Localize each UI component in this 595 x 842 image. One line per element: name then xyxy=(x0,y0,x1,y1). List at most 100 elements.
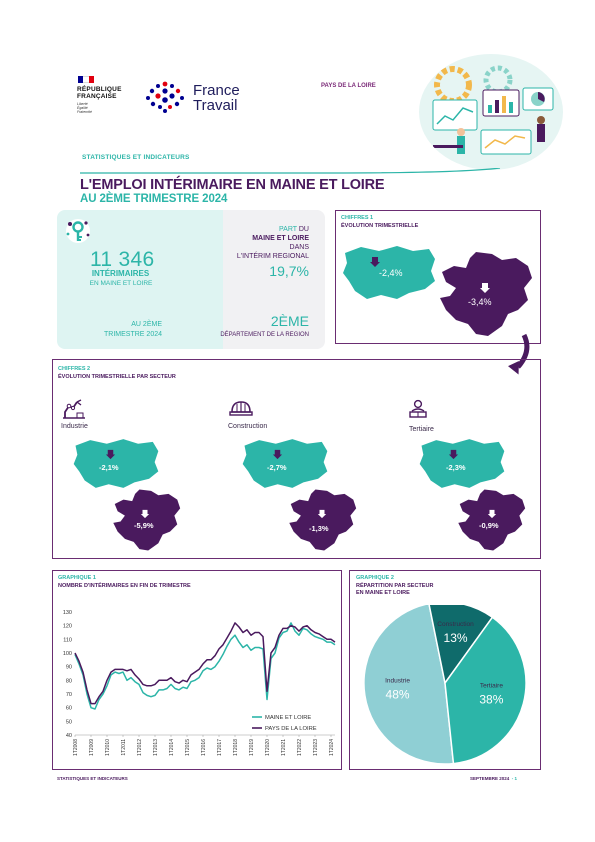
x-tick-label: 1T2018 xyxy=(233,739,239,756)
x-tick-label: 1T2023 xyxy=(313,739,319,756)
sector-name-construction: Construction xyxy=(228,423,268,430)
x-tick-label: 1T2020 xyxy=(265,739,271,756)
y-tick-label: 90 xyxy=(66,665,72,671)
regional-share-value: 19,7% xyxy=(269,263,309,279)
series-line-1 xyxy=(74,622,336,710)
pie-slice-construction xyxy=(428,605,494,685)
sector-name-industrie: Industrie xyxy=(61,423,88,430)
down-arrow-icon xyxy=(448,449,459,460)
pie-category-label: Tertiaire xyxy=(480,682,504,689)
series-line-2 xyxy=(74,622,336,705)
section-label: STATISTIQUES ET INDICATEURS xyxy=(82,154,190,161)
chiffres2-box xyxy=(52,359,541,559)
y-tick-label: 40 xyxy=(66,733,72,739)
page-subtitle: AU 2ÈME TRIMESTRE 2024 xyxy=(80,193,228,205)
construction-dept-map xyxy=(242,439,328,488)
analytics-illustration-icon xyxy=(419,54,563,170)
legend-label: MAINE ET LOIRE xyxy=(265,715,311,721)
office-worker-icon xyxy=(409,399,427,418)
y-tick-label: 110 xyxy=(63,637,72,643)
department-rank-value: 2ÈME xyxy=(270,313,309,329)
x-tick-label: 1T2024 xyxy=(329,739,335,756)
y-tick-label: 130 xyxy=(63,610,72,616)
pie-slice-tertiaire xyxy=(444,616,527,765)
graphique1-subtitle: NOMBRE D'INTÉRIMAIRES EN FIN DE TRIMESTR… xyxy=(58,583,191,589)
x-tick-label: 1T2016 xyxy=(201,739,207,756)
line-chart: 40 50 60 70 80 90 100 110 120 130 1T2008 1T2009 1T20… xyxy=(63,610,336,756)
construction-dept-value: -2,7% xyxy=(267,463,287,472)
pays-de-la-loire-map xyxy=(440,252,532,336)
region-label: PAYS DE LA LOIRE xyxy=(321,83,376,89)
pie-slice-industrie xyxy=(363,605,455,765)
footer-date: SEPTEMBRE 2024 - 1 xyxy=(470,776,518,781)
region-evolution-value: -3,4% xyxy=(468,297,492,307)
x-tick-label: 1T2022 xyxy=(297,739,303,756)
hard-hat-icon xyxy=(229,401,253,416)
france-travail-wordmark: France Travail xyxy=(193,82,240,114)
x-tick-label: 1T2010 xyxy=(105,739,111,756)
chiffres1-label: CHIFFRES 1 xyxy=(341,215,374,221)
graphique2-box xyxy=(349,570,541,770)
down-arrow-icon xyxy=(487,509,497,519)
graphique1-box xyxy=(52,570,342,770)
regional-share-label: PART DU MAINE ET LOIRE DANS L'INTÉRIM RE… xyxy=(236,226,309,260)
industrie-dept-map xyxy=(73,439,159,488)
curved-arrow-icon xyxy=(508,333,530,375)
y-tick-label: 70 xyxy=(66,692,72,698)
down-arrow-icon xyxy=(480,283,490,293)
quarter-label: AU 2ÈME TRIMESTRE 2024 xyxy=(104,321,162,338)
chiffres1-box xyxy=(335,210,541,344)
chiffres2-subtitle: ÉVOLUTION TRIMESTRIELLE PAR SECTEUR xyxy=(58,374,176,380)
graphique2-subtitle: RÉPARTITION PAR SECTEUR EN MAINE ET LOIR… xyxy=(356,583,434,596)
key-icon xyxy=(66,219,90,243)
x-tick-label: 1T2017 xyxy=(217,739,223,756)
pie-value-label: 38% xyxy=(479,692,503,706)
pie-value-label: 48% xyxy=(386,687,410,701)
dept-evolution-value: -2,4% xyxy=(379,268,403,278)
legend-label: PAYS DE LA LOIRE xyxy=(265,726,317,732)
x-tick-label: 1T2015 xyxy=(185,739,191,756)
tertiaire-region-value: -0,9% xyxy=(479,521,499,530)
x-tick-label: 1T2021 xyxy=(281,739,287,756)
y-tick-label: 120 xyxy=(63,624,72,630)
graphique2-label: GRAPHIQUE 2 xyxy=(356,575,394,581)
tertiaire-dept-map xyxy=(419,439,505,488)
down-arrow-icon xyxy=(105,449,116,460)
x-tick-label: 1T2014 xyxy=(169,739,175,756)
chiffres2-label: CHIFFRES 2 xyxy=(58,366,91,372)
pie-category-label: Industrie xyxy=(385,677,410,684)
tertiaire-region-map xyxy=(458,489,526,551)
maine-et-loire-map xyxy=(343,246,435,299)
x-tick-label: 1T2008 xyxy=(73,739,79,756)
republique-flag-icon xyxy=(78,76,94,83)
temp-workers-scope: EN MAINE ET LOIRE xyxy=(89,280,153,287)
temp-workers-count: 11 346 xyxy=(90,248,155,271)
down-arrow-icon xyxy=(317,509,327,519)
y-tick-label: 80 xyxy=(66,678,72,684)
construction-region-map xyxy=(289,489,357,551)
footer-section-label: STATISTIQUES ET INDICATEURS xyxy=(57,776,128,781)
construction-region-value: -1,3% xyxy=(309,524,329,533)
x-tick-label: 1T2009 xyxy=(89,739,95,756)
x-tick-label: 1T2011 xyxy=(121,739,127,756)
factory-robot-icon xyxy=(63,399,85,419)
down-arrow-icon xyxy=(370,257,380,267)
pie-value-label: 13% xyxy=(444,631,468,645)
republic-motto: Liberté Égalité Fraternité xyxy=(77,102,92,114)
temp-workers-label: INTÉRIMAIRES xyxy=(91,269,150,278)
pie-category-label: Construction xyxy=(437,621,474,628)
x-tick-label: 1T2013 xyxy=(153,739,159,756)
industrie-dept-value: -2,1% xyxy=(99,463,119,472)
pie-chart: Industrie 48% Construction 13% Tertiaire 38% xyxy=(363,605,527,765)
y-tick-label: 50 xyxy=(66,719,72,725)
x-tick-label: 1T2019 xyxy=(249,739,255,756)
france-travail-logo-icon xyxy=(146,81,184,113)
down-arrow-icon xyxy=(140,509,150,519)
republic-name: RÉPUBLIQUE FRANÇAISE xyxy=(77,86,122,100)
tertiaire-dept-value: -2,3% xyxy=(446,463,466,472)
industrie-region-map xyxy=(113,489,181,551)
page-title: L'EMPLOI INTÉRIMAIRE EN MAINE ET LOIRE xyxy=(80,177,385,193)
chiffres1-subtitle: ÉVOLUTION TRIMESTRIELLE xyxy=(341,223,419,229)
graphique1-label: GRAPHIQUE 1 xyxy=(58,575,96,581)
sector-name-tertiaire: Tertiaire xyxy=(409,426,434,433)
